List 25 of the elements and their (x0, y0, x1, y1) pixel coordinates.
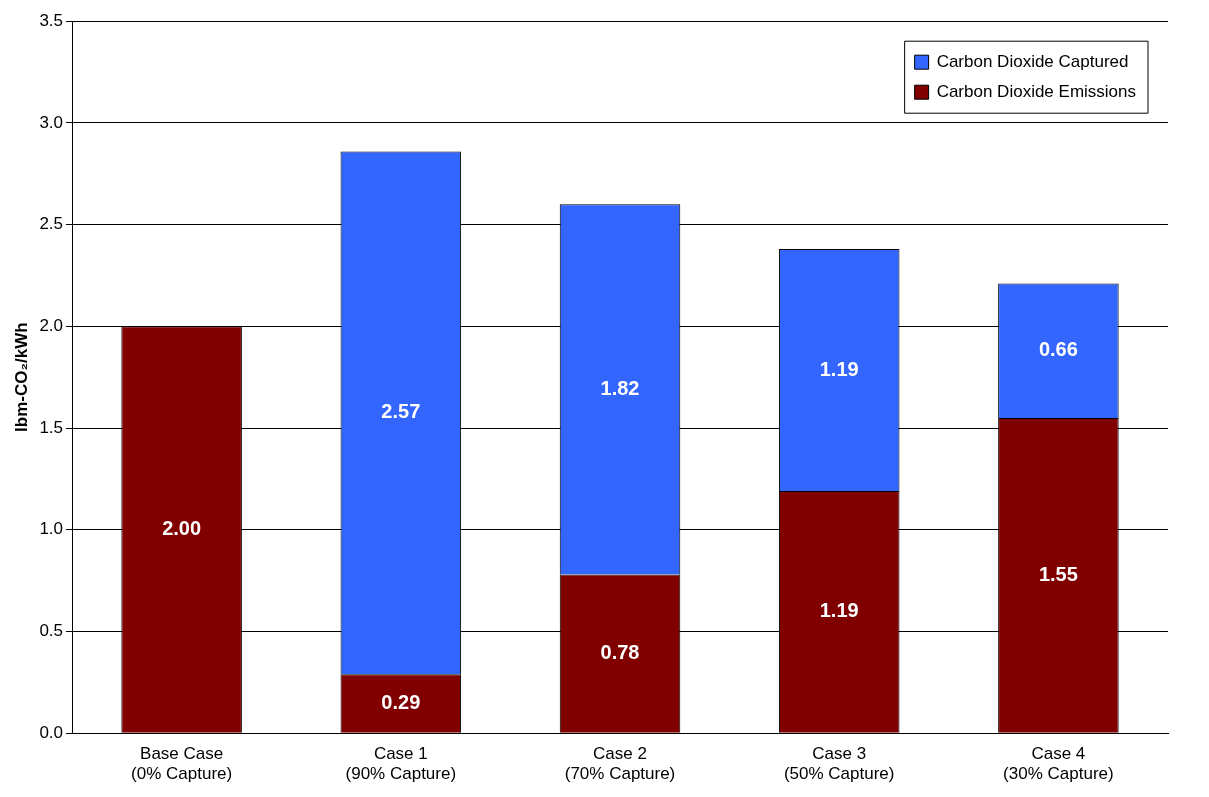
x-tick-label: Base Case (0% Capture) (131, 744, 233, 784)
data-label: 2.57 (381, 400, 421, 423)
y-tick-label: 1.0 (39, 519, 64, 539)
x-tick-label: Case 3 (50% Capture) (783, 744, 895, 784)
data-label: 1.55 (1038, 562, 1078, 585)
x-tick-label: Case 4 (30% Capture) (1003, 744, 1114, 784)
y-tick-label: 0.5 (39, 621, 64, 641)
y-tick-label: 1.5 (39, 417, 64, 437)
data-label: 0.78 (600, 641, 640, 664)
data-label: 2.00 (162, 517, 202, 540)
data-label: 0.29 (381, 690, 421, 713)
y-tick-label: 2.5 (39, 214, 64, 234)
data-label: 0.66 (1038, 338, 1078, 361)
data-label: 1.19 (819, 357, 859, 380)
x-tick-label: Case 2 (70% Capture) (564, 744, 676, 784)
x-tick-label: Case 1 (90% Capture) (345, 744, 457, 784)
data-label: 1.82 (600, 376, 640, 399)
data-label: 1.19 (819, 599, 859, 622)
y-tick-label: 3.0 (39, 112, 64, 132)
y-tick-label: 2.0 (39, 316, 64, 336)
y-tick-label: 3.5 (39, 10, 64, 30)
y-axis-title: lbm-CO₂/kWh (11, 322, 31, 432)
legend-label: Carbon Dioxide Emissions (936, 81, 1137, 101)
y-tick-label: 0.0 (39, 722, 64, 742)
legend-label: Carbon Dioxide Captured (936, 51, 1129, 71)
